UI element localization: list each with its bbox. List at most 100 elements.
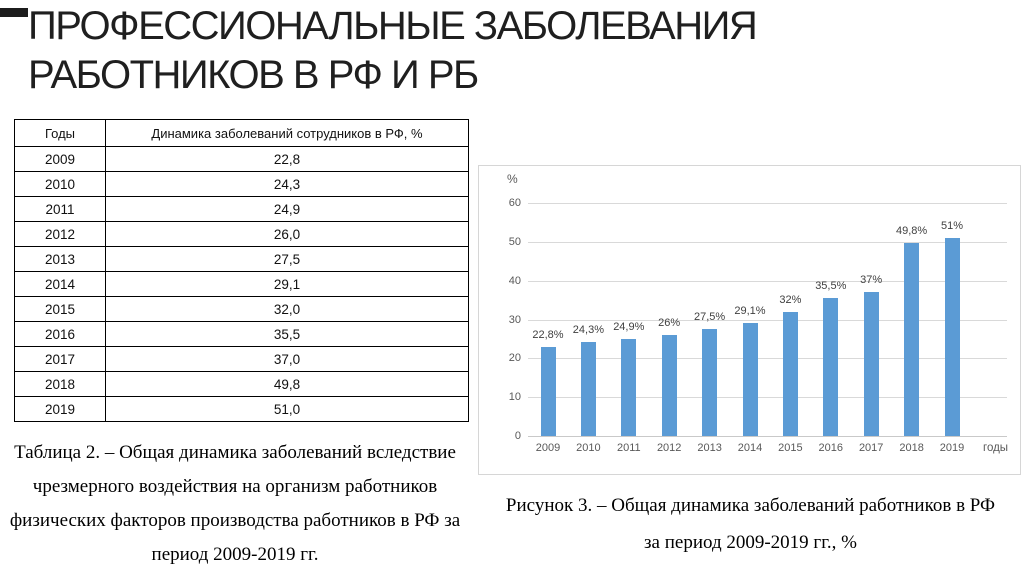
year-cell: 2013 <box>14 246 106 272</box>
bar-value-label: 49,8% <box>895 224 928 237</box>
value-cell: 26,0 <box>105 221 469 247</box>
x-tick-label: 2012 <box>656 442 682 454</box>
value-cell: 29,1 <box>105 271 469 297</box>
y-tick-label: 60 <box>508 197 521 209</box>
table-row: 2015 32,0 <box>14 296 469 322</box>
year-cell: 2014 <box>14 271 106 297</box>
gridline-10 <box>528 397 1007 399</box>
bar-value-label: 24,3% <box>572 323 604 336</box>
corner-accent-block <box>0 8 28 17</box>
gridline-60 <box>528 203 1007 204</box>
bar-value-label: 51% <box>940 219 964 232</box>
figure-caption-line: за период 2009-2019 гг., % <box>644 532 857 553</box>
y-tick-label: 30 <box>508 313 521 326</box>
bar-value-label: 35,5% <box>815 280 847 293</box>
x-tick-label: 2013 <box>697 442 722 454</box>
y-tick-label: 0 <box>514 430 521 442</box>
table-row: 2009 22,8 <box>14 146 469 172</box>
table-caption: Таблица 2. – Общая динамика заболеваний … <box>2 436 468 572</box>
year-cell: 2016 <box>14 321 106 347</box>
table-header-dynamics: Динамика заболеваний сотрудников в РФ, % <box>105 119 469 147</box>
value-cell: 24,9 <box>105 196 469 222</box>
table-row: 2011 24,9 <box>14 196 469 222</box>
table-caption-line: физических факторов производства работни… <box>9 510 461 531</box>
bar-2013 <box>702 329 718 436</box>
table-row: 2017 37,0 <box>14 346 469 372</box>
value-cell: 35,5 <box>105 321 469 347</box>
x-tick-label: 2018 <box>899 442 924 454</box>
bar-chart: % годы 0 10 20 30 40 50 60 22,8% 2009 24,3% 2010 24… <box>478 165 1021 475</box>
year-cell: 2017 <box>14 346 106 372</box>
x-tick-label: 2017 <box>858 442 884 454</box>
bar-2017 <box>863 292 879 436</box>
bar-2019 <box>944 237 960 436</box>
gridline-0 <box>528 436 1007 437</box>
bar-value-label: 32% <box>779 293 802 306</box>
value-cell: 49,8 <box>105 371 469 397</box>
value-cell: 22,8 <box>105 146 469 172</box>
page-title-line-2: РАБОТНИКОВ В РФ И РБ <box>28 53 479 97</box>
page-title-line-1: ПРОФЕССИОНАЛЬНЫЕ ЗАБОЛЕВАНИЯ <box>28 4 758 48</box>
table-header-years: Годы <box>14 119 106 147</box>
table-caption-line: Таблица 2. – Общая динамика заболеваний … <box>14 442 456 463</box>
y-axis-label: % <box>507 172 518 186</box>
x-tick-label: 2011 <box>616 442 641 454</box>
y-tick-label: 10 <box>508 391 521 404</box>
year-cell: 2010 <box>14 171 106 197</box>
table-row: 2012 26,0 <box>14 221 469 247</box>
value-cell: 27,5 <box>105 246 469 272</box>
year-cell: 2018 <box>14 371 106 397</box>
table-row: 2018 49,8 <box>14 371 469 397</box>
diseases-table: Годы Динамика заболеваний сотрудников в … <box>14 119 469 422</box>
year-cell: 2015 <box>14 296 106 322</box>
bar-value-label: 27,5% <box>693 311 726 324</box>
value-cell: 24,3 <box>105 171 469 197</box>
bar-2010 <box>580 341 596 436</box>
x-tick-label: 2016 <box>818 442 844 454</box>
x-tick-label: 2009 <box>535 442 561 454</box>
year-cell: 2012 <box>14 221 106 247</box>
gridline-40 <box>528 280 1007 282</box>
bar-chart-plot-area: % годы 0 10 20 30 40 50 60 22,8% 2009 24,3% 2010 24… <box>479 166 1020 474</box>
y-tick-label: 50 <box>508 235 521 248</box>
page-title: ПРОФЕССИОНАЛЬНЫЕ ЗАБОЛЕВАНИЯ РАБОТНИКОВ В… <box>28 2 808 100</box>
value-cell: 32,0 <box>105 296 469 322</box>
bar-value-label: 26% <box>658 317 681 330</box>
y-tick-label: 20 <box>508 352 521 365</box>
table-caption-line: чрезмерного воздействия на организм рабо… <box>32 476 438 497</box>
bar-2016 <box>823 298 839 436</box>
gridline-20 <box>528 358 1007 360</box>
gridline-50 <box>528 241 1007 243</box>
x-tick-label: 2019 <box>939 442 965 454</box>
table-row: 2014 29,1 <box>14 271 469 297</box>
bar-value-label: 24,9% <box>613 321 645 334</box>
bar-2012 <box>661 335 677 436</box>
year-cell: 2019 <box>14 396 106 422</box>
gridline-30 <box>528 319 1007 321</box>
y-tick-label: 40 <box>508 274 521 287</box>
bar-2011 <box>621 339 637 436</box>
bar-2009 <box>540 347 556 436</box>
figure-caption: Рисунок 3. – Общая динамика заболеваний … <box>478 487 1023 561</box>
x-tick-label: 2010 <box>576 442 601 454</box>
table-header-row: Годы Динамика заболеваний сотрудников в … <box>14 119 469 147</box>
bar-2018 <box>904 242 920 436</box>
bar-value-label: 29,1% <box>734 304 766 317</box>
figure-caption-line: Рисунок 3. – Общая динамика заболеваний … <box>505 495 996 516</box>
table-caption-line: период 2009-2019 гг. <box>151 544 319 565</box>
x-tick-label: 2014 <box>737 442 763 454</box>
value-cell: 37,0 <box>105 346 469 372</box>
diseases-table-container: Годы Динамика заболеваний сотрудников в … <box>14 119 469 422</box>
bar-value-label: 22,8% <box>532 329 564 342</box>
value-cell: 51,0 <box>105 396 469 422</box>
bar-2015 <box>782 311 798 436</box>
bar-2014 <box>742 322 758 436</box>
x-tick-label: 2015 <box>778 442 803 454</box>
table-row: 2010 24,3 <box>14 171 469 197</box>
table-row: 2019 51,0 <box>14 396 469 422</box>
year-cell: 2009 <box>14 146 106 172</box>
x-axis-label: годы <box>983 442 1009 454</box>
table-row: 2013 27,5 <box>14 246 469 272</box>
table-row: 2016 35,5 <box>14 321 469 347</box>
